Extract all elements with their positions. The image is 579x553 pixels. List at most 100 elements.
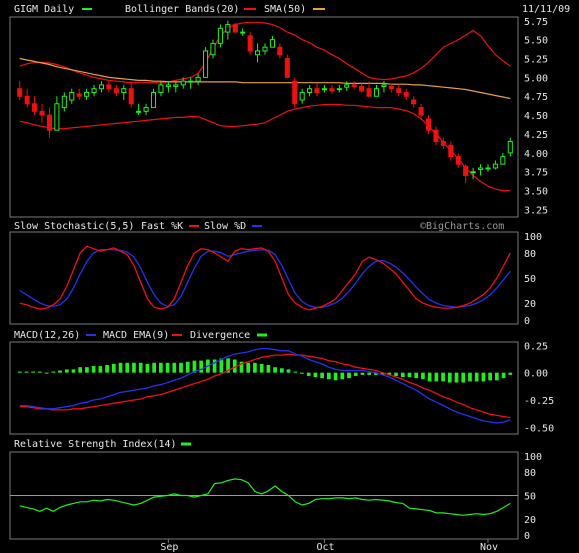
candle	[225, 20, 231, 40]
divergence-bar	[414, 372, 419, 379]
divergence-bar	[306, 372, 311, 376]
fast-k-line	[19, 245, 511, 311]
divergence-bar	[340, 372, 345, 380]
candle-body	[336, 88, 342, 91]
divergence-bar	[300, 372, 304, 374]
candle-body	[448, 144, 454, 158]
divergence-bar	[400, 372, 405, 378]
divergence-bar	[118, 362, 123, 373]
divergence-bar	[421, 372, 425, 380]
candle-body	[143, 107, 149, 112]
divergence-bar	[326, 372, 331, 380]
candle-body	[492, 163, 498, 169]
divergence-bar	[64, 369, 69, 373]
candle	[217, 24, 223, 48]
bollinger-label: Bollinger Bands(20)	[125, 4, 239, 15]
divergence-bar	[353, 372, 358, 376]
candle	[329, 84, 335, 94]
candle-body	[180, 80, 186, 86]
candle	[32, 96, 38, 116]
rsi-panel: Relative Strength Index(14) 0 20 50 80 100	[9, 439, 542, 542]
divergence-bar	[98, 366, 103, 373]
candle-body	[329, 88, 335, 92]
candle	[143, 103, 149, 116]
price-tick-label: 3.75	[524, 168, 548, 179]
candle-body	[373, 88, 380, 97]
candle	[180, 77, 186, 89]
price-tick-label: 4.00	[524, 149, 548, 160]
divergence-bar	[367, 372, 372, 375]
candle-body	[32, 103, 38, 112]
candle-body	[321, 88, 328, 91]
divergence-bar	[468, 372, 472, 382]
candle-body	[121, 88, 127, 93]
divergence-bar	[293, 371, 298, 373]
divergence-bar	[132, 362, 136, 373]
stochastic-tick-label: 50	[524, 274, 536, 285]
divergence-bar	[38, 371, 42, 373]
candle	[17, 81, 23, 101]
price-plot	[17, 20, 513, 192]
candle	[91, 84, 97, 97]
divergence-bar	[501, 372, 506, 379]
candle	[366, 81, 372, 97]
macd-axis: -0.50 -0.25 0.00 0.25	[524, 341, 554, 434]
stochastic-plot	[19, 245, 511, 311]
price-tick-label: 3.25	[524, 205, 548, 216]
candle-body	[314, 88, 320, 93]
candle-body	[136, 110, 142, 113]
divergence-bar	[179, 362, 183, 373]
candle-body	[507, 141, 513, 154]
price-axis: 3.25 3.50 3.75 4.00 4.25 4.50 4.75 5.00 5.25 5.50…	[524, 17, 548, 217]
candle	[321, 84, 328, 93]
divergence-bar	[313, 372, 318, 378]
candle	[173, 81, 179, 93]
candle-body	[17, 88, 23, 97]
candle	[411, 96, 417, 108]
candle	[255, 43, 261, 63]
divergence-bar	[51, 371, 56, 373]
candle-body	[225, 24, 231, 33]
candle	[351, 81, 357, 89]
macd-tick-label: -0.25	[524, 396, 554, 407]
candle	[381, 81, 387, 93]
candle	[46, 107, 52, 138]
candle	[500, 152, 506, 165]
rsi-plot	[10, 478, 518, 516]
divergence-bar	[259, 363, 264, 373]
divergence-bar	[333, 372, 338, 381]
divergence-bar	[145, 363, 150, 373]
candle-body	[351, 84, 357, 87]
divergence-bar	[461, 372, 466, 383]
rsi-tick-label: 0	[524, 531, 530, 542]
candle-body	[240, 31, 246, 34]
divergence-bar	[427, 372, 432, 382]
divergence-bar	[474, 372, 479, 382]
divergence-label: Divergence	[190, 330, 250, 341]
candle-body	[307, 88, 313, 93]
macd-plot	[17, 347, 513, 424]
macd-title: MACD(12,26)	[14, 330, 80, 341]
divergence-bar	[347, 372, 351, 379]
candle	[470, 167, 476, 180]
candle-body	[247, 35, 253, 52]
candle-body	[54, 103, 60, 131]
divergence-bar	[138, 362, 143, 373]
stochastic-tick-label: 0	[524, 316, 530, 327]
divergence-bar	[111, 363, 116, 373]
candle-body	[366, 88, 372, 97]
bollinger-upper-line	[19, 21, 511, 84]
candle	[210, 39, 216, 59]
divergence-bar	[434, 372, 439, 382]
candle-body	[69, 91, 75, 101]
x-tick-label: Sep	[160, 542, 178, 553]
candle-body	[284, 58, 290, 78]
candle	[195, 73, 201, 85]
price-tick-label: 5.00	[524, 73, 548, 84]
rsi-line	[19, 478, 511, 516]
stochastic-tick-label: 20	[524, 299, 536, 310]
macd-ema-label: MACD EMA(9)	[103, 330, 169, 341]
candle-body	[128, 88, 134, 105]
slow-d-label: Slow %D	[204, 221, 246, 232]
candle	[336, 84, 342, 93]
